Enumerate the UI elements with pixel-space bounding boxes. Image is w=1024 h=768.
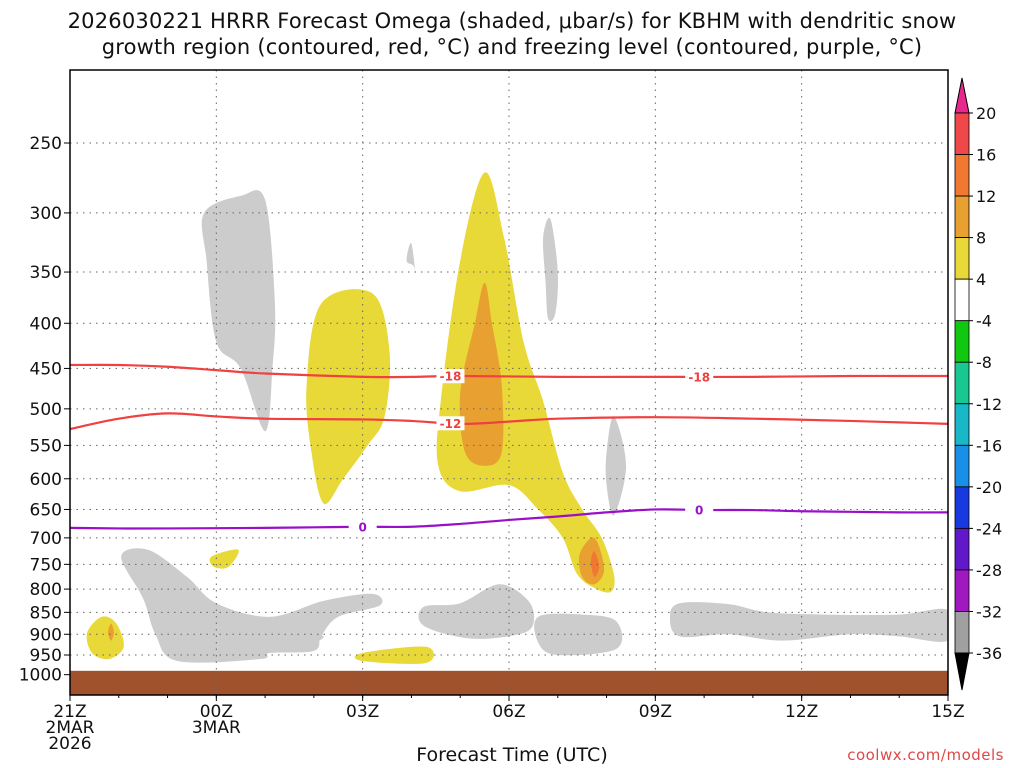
- colorbar-bin-2: [954, 195, 970, 239]
- y-tick-label-700: 700: [30, 529, 62, 549]
- y-tick-label-350: 350: [30, 263, 62, 283]
- y-tick-label-300: 300: [30, 204, 62, 224]
- x-tick-label-15-0: 12Z: [785, 702, 818, 722]
- x-tick-label-6-0: 03Z: [346, 702, 379, 722]
- x-tick-label-0-0: 21Z: [53, 702, 86, 722]
- colorbar-label-0: 20: [976, 104, 996, 123]
- omega-region-positive-19: [306, 289, 391, 505]
- isotherm-line-0: [69, 363, 949, 379]
- omega-region-negative-2: [542, 217, 559, 322]
- x-tick-label-0-2: 2026: [48, 734, 91, 754]
- surface-fill: [70, 670, 948, 695]
- y-tick-label-550: 550: [30, 436, 62, 456]
- colorbar-bin-0: [954, 112, 970, 155]
- omega-region-positive-21: [436, 172, 615, 593]
- colorbar-bin-9: [954, 486, 970, 529]
- omega-region-positive-17: [86, 616, 124, 660]
- colorbar-bin-12: [954, 611, 970, 654]
- x-tick-label-3-0: 00Z: [200, 702, 233, 722]
- y-tick-label-900: 900: [30, 625, 62, 645]
- isotherm-label-bg-2-0: [348, 519, 377, 534]
- colorbar-label-4: 4: [976, 270, 986, 289]
- y-tick-label-500: 500: [30, 400, 62, 420]
- isotherm-line-2: [69, 508, 949, 530]
- isotherm-label-2-1: 0: [695, 503, 703, 517]
- x-tick-label-12-0: 09Z: [639, 702, 672, 722]
- colorbar-bin-7: [954, 403, 970, 446]
- gridlines: [70, 70, 948, 695]
- credit-link[interactable]: coolwx.com/models: [847, 746, 1004, 764]
- y-tick-label-450: 450: [30, 359, 62, 379]
- colorbar-bin-8: [954, 444, 970, 488]
- colorbar-label-7: -12: [976, 395, 1002, 414]
- colorbar: 20 16 12 8 4 -4 -8 -12 -16 -20 -24 -28 -32 -36: [954, 77, 1002, 691]
- y-tick-label-850: 850: [30, 603, 62, 623]
- colorbar-label-2: 12: [976, 187, 996, 206]
- isotherm-label-1-0: -12: [440, 417, 462, 431]
- isotherm-label-bg-2-1: [685, 502, 714, 517]
- colorbar-label-13: -36: [976, 644, 1002, 663]
- y-tick-label-1000: 1000: [19, 666, 62, 686]
- colorbar-bottom-triangle: [954, 652, 970, 691]
- x-tick-label-18-0: 15Z: [931, 702, 964, 722]
- colorbar-label-5: -4: [976, 312, 992, 331]
- chart-title-line-1: 2026030221 HRRR Forecast Omega (shaded, …: [67, 9, 957, 33]
- omega-region-negative-12: [752, 621, 783, 626]
- isotherm-label-bg-1-0: [436, 416, 465, 431]
- colorbar-bin-3: [954, 237, 970, 280]
- isotherm-label-bg-0-1: [685, 369, 714, 384]
- x-tick-label-0-1: 2MAR: [46, 718, 95, 738]
- colorbar-label-10: -24: [976, 519, 1002, 538]
- isotherm-label-0-1: -18: [688, 370, 710, 384]
- omega-region-positive-20: [354, 646, 434, 664]
- x-tick-label-9-0: 06Z: [492, 702, 525, 722]
- omega-region-negative-1: [406, 243, 417, 284]
- y-tick-label-800: 800: [30, 580, 62, 600]
- chart-title-line-2: growth region (contoured, red, °C) and f…: [101, 35, 923, 59]
- colorbar-label-6: -8: [976, 353, 992, 372]
- x-tick-label-3-1: 3MAR: [192, 718, 241, 738]
- colorbar-bin-1: [954, 154, 970, 197]
- omega-region-positive-18: [209, 549, 239, 569]
- colorbar-bin-5: [954, 320, 970, 363]
- y-tick-label-400: 400: [30, 314, 62, 334]
- omega-region-negative-16: [208, 627, 222, 635]
- colorbar-label-1: 16: [976, 146, 996, 165]
- isotherm-line-1: [69, 412, 949, 431]
- omega-shading: [86, 172, 948, 664]
- colorbar-label-11: -28: [976, 561, 1002, 580]
- y-axis-pressure: 2503003504004505005506006507007508008509…: [19, 134, 70, 686]
- colorbar-bin-4: [954, 278, 970, 322]
- isotherm-contours: -18 -18 -12 0 0: [69, 363, 949, 534]
- omega-region-positive-22: [108, 623, 114, 641]
- colorbar-label-9: -20: [976, 478, 1002, 497]
- y-tick-label-600: 600: [30, 470, 62, 490]
- omega-region-negative-10: [470, 607, 483, 620]
- colorbar-label-8: -16: [976, 436, 1002, 455]
- surface-ground: [70, 670, 948, 695]
- omega-region-positive-23: [459, 282, 504, 466]
- isotherm-label-0-0: -18: [440, 370, 462, 384]
- omega-region-negative-11: [547, 625, 602, 646]
- omega-region-negative-0: [201, 190, 276, 432]
- isotherm-label-2-0: 0: [358, 520, 366, 534]
- chart-title: 2026030221 HRRR Forecast Omega (shaded, …: [0, 8, 1024, 60]
- omega-region-positive-25: [590, 551, 600, 577]
- colorbar-label-3: 8: [976, 229, 986, 248]
- colorbar-bin-6: [954, 361, 970, 405]
- colorbar-bin-10: [954, 527, 970, 571]
- colorbar-top-triangle: [954, 77, 970, 114]
- colorbar-bin-11: [954, 569, 970, 612]
- y-tick-label-250: 250: [30, 134, 62, 154]
- omega-region-negative-9: [289, 633, 324, 646]
- y-tick-label-950: 950: [30, 646, 62, 666]
- x-axis-title: Forecast Time (UTC): [416, 744, 608, 766]
- y-tick-label-650: 650: [30, 500, 62, 520]
- isotherm-label-bg-0-0: [436, 369, 465, 384]
- colorbar-label-12: -32: [976, 602, 1002, 621]
- omega-region-negative-3: [605, 416, 627, 516]
- y-tick-label-750: 750: [30, 555, 62, 575]
